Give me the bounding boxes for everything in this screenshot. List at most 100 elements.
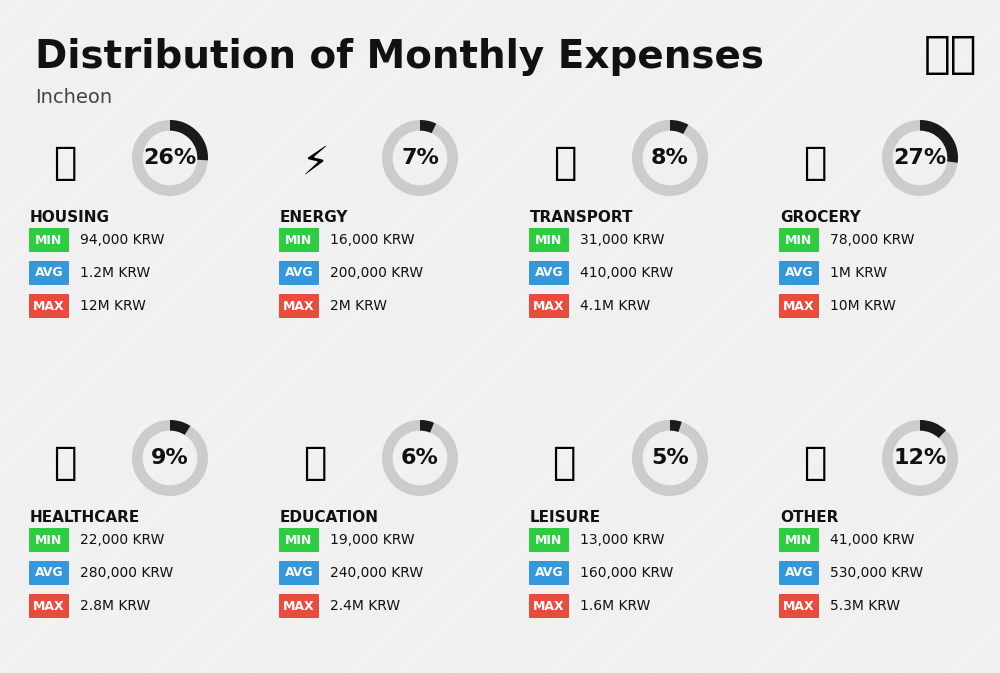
Text: 6%: 6% <box>401 448 439 468</box>
Text: 8%: 8% <box>651 148 689 168</box>
Text: 19,000 KRW: 19,000 KRW <box>330 533 415 547</box>
FancyBboxPatch shape <box>529 594 569 618</box>
FancyBboxPatch shape <box>779 561 819 585</box>
FancyBboxPatch shape <box>529 294 569 318</box>
Text: 🚌: 🚌 <box>553 144 577 182</box>
Text: 410,000 KRW: 410,000 KRW <box>580 266 673 280</box>
Wedge shape <box>382 120 458 196</box>
Text: HEALTHCARE: HEALTHCARE <box>30 510 140 525</box>
Text: MAX: MAX <box>783 600 815 612</box>
Wedge shape <box>920 420 946 438</box>
Text: 5%: 5% <box>651 448 689 468</box>
Text: MAX: MAX <box>283 600 315 612</box>
Text: 31,000 KRW: 31,000 KRW <box>580 233 664 247</box>
Text: LEISURE: LEISURE <box>530 510 601 525</box>
Text: MAX: MAX <box>33 600 65 612</box>
FancyBboxPatch shape <box>279 294 319 318</box>
Text: Distribution of Monthly Expenses: Distribution of Monthly Expenses <box>35 38 764 76</box>
Text: 1M KRW: 1M KRW <box>830 266 887 280</box>
Text: 7%: 7% <box>401 148 439 168</box>
Text: 1.2M KRW: 1.2M KRW <box>80 266 150 280</box>
Text: MIN: MIN <box>785 534 813 546</box>
Text: AVG: AVG <box>535 267 563 279</box>
Wedge shape <box>420 120 436 133</box>
FancyBboxPatch shape <box>529 561 569 585</box>
Text: MAX: MAX <box>533 600 565 612</box>
Text: 9%: 9% <box>151 448 189 468</box>
Text: 💰: 💰 <box>803 444 827 482</box>
Text: TRANSPORT: TRANSPORT <box>530 210 634 225</box>
FancyBboxPatch shape <box>779 294 819 318</box>
Text: 12M KRW: 12M KRW <box>80 299 146 313</box>
FancyBboxPatch shape <box>29 594 69 618</box>
Text: 🛒: 🛒 <box>803 144 827 182</box>
Text: 2M KRW: 2M KRW <box>330 299 387 313</box>
Wedge shape <box>132 420 208 496</box>
Text: MIN: MIN <box>285 534 313 546</box>
Text: 4.1M KRW: 4.1M KRW <box>580 299 650 313</box>
Text: AVG: AVG <box>785 567 813 579</box>
FancyBboxPatch shape <box>29 261 69 285</box>
Text: OTHER: OTHER <box>780 510 838 525</box>
Text: 22,000 KRW: 22,000 KRW <box>80 533 164 547</box>
Text: 1.6M KRW: 1.6M KRW <box>580 599 650 613</box>
FancyBboxPatch shape <box>779 228 819 252</box>
Text: AVG: AVG <box>35 567 63 579</box>
Text: AVG: AVG <box>785 267 813 279</box>
FancyBboxPatch shape <box>29 228 69 252</box>
Text: 🎓: 🎓 <box>303 444 327 482</box>
Text: MAX: MAX <box>33 299 65 312</box>
Wedge shape <box>382 420 458 496</box>
Wedge shape <box>670 120 688 134</box>
Text: 🏢: 🏢 <box>53 144 77 182</box>
Text: MIN: MIN <box>535 534 563 546</box>
FancyBboxPatch shape <box>529 528 569 552</box>
Text: 2.8M KRW: 2.8M KRW <box>80 599 150 613</box>
Text: 12%: 12% <box>893 448 947 468</box>
Wedge shape <box>170 120 208 160</box>
Wedge shape <box>420 420 434 433</box>
Text: MAX: MAX <box>533 299 565 312</box>
Text: AVG: AVG <box>35 267 63 279</box>
Text: AVG: AVG <box>285 567 313 579</box>
Text: AVG: AVG <box>535 567 563 579</box>
Text: 160,000 KRW: 160,000 KRW <box>580 566 673 580</box>
FancyBboxPatch shape <box>279 594 319 618</box>
FancyBboxPatch shape <box>529 228 569 252</box>
Text: MIN: MIN <box>35 234 63 246</box>
Text: MIN: MIN <box>35 534 63 546</box>
FancyBboxPatch shape <box>29 528 69 552</box>
Text: 🇰🇷: 🇰🇷 <box>923 33 977 76</box>
Wedge shape <box>632 120 708 196</box>
Text: MAX: MAX <box>283 299 315 312</box>
Wedge shape <box>920 120 958 163</box>
Text: ⚡: ⚡ <box>301 144 329 182</box>
Text: 26%: 26% <box>143 148 197 168</box>
Wedge shape <box>132 120 208 196</box>
Text: 200,000 KRW: 200,000 KRW <box>330 266 423 280</box>
Text: 27%: 27% <box>893 148 947 168</box>
FancyBboxPatch shape <box>29 561 69 585</box>
Text: GROCERY: GROCERY <box>780 210 861 225</box>
FancyBboxPatch shape <box>779 261 819 285</box>
Text: 41,000 KRW: 41,000 KRW <box>830 533 914 547</box>
FancyBboxPatch shape <box>279 261 319 285</box>
Text: 13,000 KRW: 13,000 KRW <box>580 533 664 547</box>
Wedge shape <box>170 420 190 435</box>
Text: 280,000 KRW: 280,000 KRW <box>80 566 173 580</box>
Text: ENERGY: ENERGY <box>280 210 349 225</box>
Text: MAX: MAX <box>783 299 815 312</box>
Text: MIN: MIN <box>535 234 563 246</box>
FancyBboxPatch shape <box>279 528 319 552</box>
Text: MIN: MIN <box>285 234 313 246</box>
Text: MIN: MIN <box>785 234 813 246</box>
Text: 🏥: 🏥 <box>53 444 77 482</box>
FancyBboxPatch shape <box>29 294 69 318</box>
Text: 530,000 KRW: 530,000 KRW <box>830 566 923 580</box>
Text: 78,000 KRW: 78,000 KRW <box>830 233 914 247</box>
Text: 240,000 KRW: 240,000 KRW <box>330 566 423 580</box>
Text: 5.3M KRW: 5.3M KRW <box>830 599 900 613</box>
Text: 2.4M KRW: 2.4M KRW <box>330 599 400 613</box>
Text: 16,000 KRW: 16,000 KRW <box>330 233 415 247</box>
Text: 🛍️: 🛍️ <box>553 444 577 482</box>
